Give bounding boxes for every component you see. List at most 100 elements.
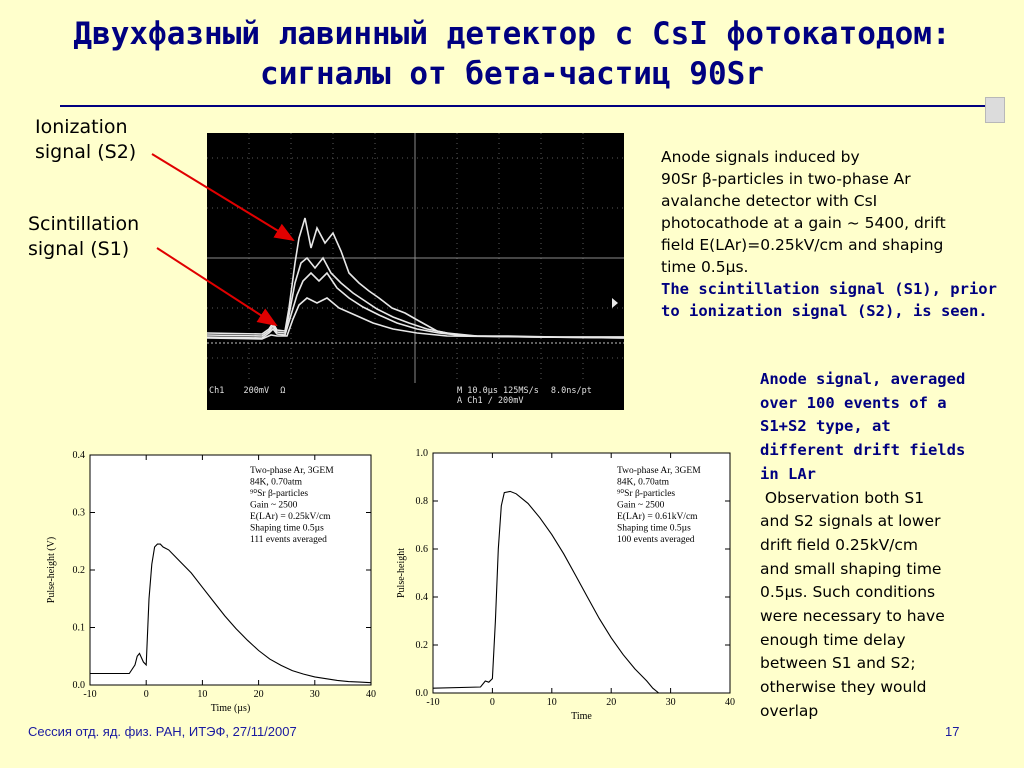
y-tick-label: 0.0 — [416, 688, 429, 699]
chart-annotation-line: ⁹⁰Sr β-particles — [617, 488, 675, 499]
series-line — [90, 543, 372, 684]
x-tick-label: 0 — [490, 697, 495, 708]
scope-scale: 200mV — [243, 386, 270, 396]
description-line: field E(LAr)=0.25kV/cm and shaping — [661, 236, 944, 254]
averaged-line: were necessary to have — [760, 607, 945, 626]
x-tick-label: 10 — [197, 689, 207, 700]
decorative-square — [985, 97, 1005, 123]
scintillation-label-line1: Scintillation — [28, 213, 140, 235]
x-tick-label: 20 — [606, 697, 616, 708]
y-tick-label: 0.6 — [416, 544, 429, 555]
averaged-line: 0.5µs. Such conditions — [760, 583, 936, 602]
description-line: avalanche detector with CsI — [661, 192, 878, 210]
chart-annotation-line: ⁹⁰Sr β-particles — [250, 488, 308, 499]
description-line: time 0.5µs. — [661, 258, 749, 276]
chart-annotation-line: 100 events averaged — [617, 535, 695, 545]
description-line: photocathode at a gain ~ 5400, drift — [661, 214, 946, 232]
description-bold-line: The scintillation signal (S1), prior — [661, 280, 997, 298]
x-tick-label: 30 — [310, 689, 320, 700]
averaged-signal-chart-1: -10 0 10 20 30 40 0.0 0.1 0.2 0.3 0.4 Time (µs) Puls… — [46, 450, 376, 714]
averaged-line: drift field 0.25kV/cm — [760, 535, 919, 554]
slide-title: Двухфазный лавинный детектор с CsI фоток… — [0, 14, 1024, 94]
scope-resolution: 8.0ns/pt — [550, 386, 592, 396]
chart-annotation-line: E(LAr) = 0.25kV/cm — [250, 511, 331, 522]
title-underline — [60, 105, 986, 107]
scope-traces — [207, 217, 624, 340]
title-line-2: сигналы от бета-частиц 90Sr — [260, 56, 764, 92]
x-axis-label: Time (µs) — [211, 703, 251, 714]
averaged-paragraph: Anode signal, averaged over 100 events o… — [760, 368, 965, 724]
x-tick-label: -10 — [426, 697, 439, 708]
chart-annotation-line: Two-phase Ar, 3GEM — [250, 466, 334, 476]
averaged-line: and S2 signals at lower — [760, 512, 941, 531]
chart-annotation-line: Gain ~ 2500 — [250, 501, 298, 511]
averaged-bold-line: S1+S2 type, at — [760, 417, 891, 436]
x-tick-label: 40 — [725, 697, 735, 708]
y-tick-label: 0.4 — [416, 592, 429, 603]
y-tick-label: 0.4 — [73, 450, 86, 461]
x-tick-label: 10 — [547, 697, 557, 708]
series-line — [432, 490, 660, 694]
page-number: 17 — [945, 724, 960, 739]
plot-frame — [89, 454, 372, 686]
averaged-line: and small shaping time — [760, 559, 942, 578]
chart-annotation-line: 84K, 0.70atm — [617, 478, 670, 488]
y-tick-label: 0.2 — [73, 565, 86, 576]
chart-annotation-line: Shaping time 0.5µs — [250, 524, 324, 534]
scope-trace-3 — [207, 271, 624, 339]
averaged-line: otherwise they would — [760, 678, 927, 697]
scope-trace-2 — [207, 256, 624, 338]
chart-annotation-line: Gain ~ 2500 — [617, 501, 665, 511]
y-tick-label: 0.0 — [73, 680, 86, 691]
x-tick-label: -10 — [83, 689, 96, 700]
description-paragraph: Anode signals induced by 90Sr β-particle… — [661, 146, 997, 322]
y-tick-label: 0.1 — [73, 623, 86, 634]
averaged-bold-line: Anode signal, averaged — [760, 370, 966, 388]
x-tick-label: 40 — [366, 689, 376, 700]
scope-trigger: A Ch1 ∕ 200mV — [457, 396, 524, 406]
description-line: Anode signals induced by — [661, 148, 860, 166]
chart-annotation-line: Two-phase Ar, 3GEM — [617, 466, 701, 476]
scintillation-label-line2: signal (S1) — [28, 238, 130, 260]
oscilloscope-display — [207, 133, 624, 383]
footer-text: Сессия отд. яд. физ. РАН, ИТЭФ, 27/11/20… — [28, 724, 297, 739]
description-bold-line: to ionization signal (S2), is seen. — [661, 302, 988, 320]
x-axis-label: Time — [571, 711, 592, 722]
ionization-label-line1: Ionization — [35, 116, 128, 138]
scope-channel: Ch1 — [209, 386, 225, 396]
oscilloscope-screenshot: Ch1 200mV Ω M 10.0µs 125MS/s 8.0ns/pt A C… — [207, 133, 624, 410]
scope-time-setting: M 10.0µs 125MS/s — [457, 386, 539, 396]
x-tick-label: 20 — [254, 689, 264, 700]
chart-annotation-line: Shaping time 0.5µs — [617, 524, 691, 534]
ionization-label-line2: signal (S2) — [35, 141, 137, 163]
scope-channel-readout: Ch1 200mV Ω — [209, 386, 285, 396]
chart-annotation-line: 111 events averaged — [250, 535, 327, 545]
description-line: 90Sr β-particles in two-phase Ar — [661, 170, 911, 188]
chart-annotation-line: E(LAr) = 0.61kV/cm — [617, 511, 698, 522]
averaged-line: enough time delay — [760, 630, 906, 649]
scope-trace-4 — [207, 297, 624, 340]
y-tick-label: 0.2 — [416, 640, 429, 651]
chart-annotation-line: 84K, 0.70atm — [250, 478, 303, 488]
y-axis-label: Pulse-height (V) — [46, 537, 57, 603]
averaged-bold-line: in LAr — [760, 464, 816, 483]
averaged-bold-line: over 100 events of a — [760, 393, 947, 412]
averaged-line: overlap — [760, 701, 819, 720]
y-axis-label: Pulse-height — [396, 548, 407, 598]
averaged-line: Observation both S1 — [760, 488, 925, 507]
averaged-signal-chart-2: -10 0 10 20 30 40 0.0 0.2 0.4 0.6 0.8 1.0 Time Pulse-… — [396, 448, 735, 722]
scope-timebase-readout: M 10.0µs 125MS/s 8.0ns/pt A Ch1 ∕ 200mV — [457, 386, 592, 406]
y-tick-label: 0.8 — [416, 496, 429, 507]
y-tick-label: 0.3 — [73, 508, 86, 519]
ionization-arrow — [151, 153, 295, 242]
y-tick-label: 1.0 — [416, 448, 429, 459]
ionization-label: Ionization signal (S2) — [35, 115, 136, 165]
averaged-line: between S1 and S2; — [760, 654, 916, 673]
plot-frame — [432, 452, 731, 694]
trigger-marker-icon — [612, 298, 618, 308]
x-tick-label: 0 — [144, 689, 149, 700]
title-line-1: Двухфазный лавинный детектор с CsI фоток… — [73, 16, 951, 52]
x-tick-label: 30 — [666, 697, 676, 708]
scintillation-label: Scintillation signal (S1) — [28, 212, 139, 262]
